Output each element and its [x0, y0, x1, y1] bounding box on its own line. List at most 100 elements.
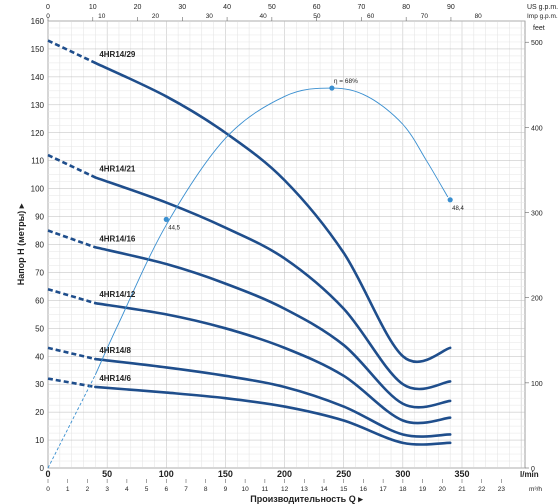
left-tick-label: 110 [31, 157, 44, 166]
m3h-unit-label: m³/h [529, 486, 542, 493]
left-tick-label: 90 [35, 213, 44, 222]
left-tick-label: 120 [31, 129, 45, 138]
efficiency-point [447, 197, 453, 203]
impgpm-tick-label: 50 [313, 13, 321, 20]
series-curve-dashed [47, 153, 96, 179]
m3h-tick-label: 10 [242, 486, 250, 493]
series-curve [94, 176, 452, 391]
left-tick-label: 160 [31, 17, 45, 26]
series-label: 4HR14/8 [99, 346, 131, 355]
left-tick-label: 140 [31, 73, 45, 82]
impgpm-tick-label: 30 [206, 13, 214, 20]
impgpm-tick-label: 0 [46, 13, 50, 20]
left-tick-label: 10 [35, 436, 44, 445]
left-tick-label: 80 [35, 241, 44, 250]
m3h-tick-label: 19 [419, 486, 427, 493]
m3h-tick-label: 4 [125, 486, 129, 493]
m3h-tick-label: 17 [380, 486, 388, 493]
left-tick-label: 0 [40, 464, 45, 473]
usgpm-tick-label: 30 [178, 4, 186, 11]
m3h-tick-label: 13 [301, 486, 309, 493]
m3h-tick-label: 7 [184, 486, 188, 493]
left-tick-label: 30 [35, 380, 44, 389]
m3h-tick-label: 5 [145, 486, 149, 493]
right-tick-label: 400 [531, 125, 543, 132]
series-curve [94, 245, 452, 409]
series-labels: 4HR14/29 4HR14/21 4HR14/16 4HR14/12 4HR14/8 4… [99, 50, 136, 383]
efficiency-label: η = 68% [334, 78, 358, 85]
bottom-unit-label: l/min [520, 470, 539, 479]
usgpm-tick-label: 40 [223, 4, 231, 11]
right-tick-label: 300 [531, 211, 543, 218]
usgpm-tick-label: 60 [313, 4, 321, 11]
m3h-tick-label: 16 [360, 486, 368, 493]
m3h-tick-label: 23 [498, 486, 506, 493]
m3h-tick-label: 21 [458, 486, 466, 493]
usgpm-tick-label: 70 [357, 4, 365, 11]
series-curves [47, 39, 452, 446]
bottom-tick-label: 150 [218, 469, 233, 479]
series-curve-dashed [47, 377, 96, 389]
grid [47, 20, 526, 469]
m3h-tick-label: 2 [86, 486, 90, 493]
efficiency-curve: 44,5 48,4 η = 68% [47, 78, 465, 469]
series-label: 4HR14/16 [99, 234, 136, 243]
series-curve-dashed [47, 39, 96, 65]
impgpm-tick-label: 10 [98, 13, 106, 20]
left-tick-label: 40 [35, 352, 44, 361]
bottom-tick-label: 0 [45, 469, 50, 479]
bottom-tick-label: 250 [336, 469, 351, 479]
m3h-tick-label: 15 [340, 486, 348, 493]
left-tick-label: 60 [35, 296, 44, 305]
m3h-tick-label: 1 [66, 486, 70, 493]
impgpm-tick-label: 20 [152, 13, 160, 20]
m3h-tick-label: 3 [105, 486, 109, 493]
series-label: 4HR14/6 [99, 374, 131, 383]
left-tick-label: 150 [31, 45, 45, 54]
impgpm-tick-label: 80 [475, 13, 483, 20]
usgpm-unit-label: US g.p.m. [527, 4, 558, 11]
impgpm-tick-label: 70 [421, 13, 429, 20]
usgpm-tick-label: 20 [134, 4, 142, 11]
bottom-tick-label: 200 [277, 469, 292, 479]
series-curve [94, 301, 452, 425]
series-curve-dashed [47, 229, 96, 249]
impgpm-unit-label: Imp g.p.m. [527, 13, 558, 20]
efficiency-line [94, 87, 449, 376]
right-tick-label: 500 [531, 40, 543, 47]
x-axis-title: Производительность Q ▸ [250, 494, 363, 504]
series-curve [94, 385, 452, 446]
axes: 0102030405060708090100110120130140150160… [16, 4, 558, 504]
usgpm-tick-label: 10 [89, 4, 97, 11]
efficiency-dashed [47, 374, 96, 469]
m3h-tick-label: 6 [164, 486, 168, 493]
efficiency-point-label: 44,5 [168, 225, 180, 231]
right-unit-label: feet [533, 25, 545, 32]
bottom-tick-label: 300 [395, 469, 410, 479]
m3h-tick-label: 14 [320, 486, 328, 493]
series-curve-dashed [47, 346, 96, 361]
series-curve [94, 357, 452, 438]
bottom-tick-label: 50 [102, 469, 112, 479]
impgpm-tick-label: 40 [259, 13, 267, 20]
efficiency-point-label: 48,4 [452, 206, 464, 212]
series-curve [94, 61, 452, 364]
m3h-tick-label: 12 [281, 486, 289, 493]
left-tick-label: 100 [31, 185, 45, 194]
left-tick-label: 130 [31, 101, 45, 110]
left-tick-label: 50 [35, 324, 44, 333]
bottom-tick-label: 350 [454, 469, 469, 479]
m3h-tick-label: 20 [439, 486, 447, 493]
m3h-tick-label: 8 [204, 486, 208, 493]
series-label: 4HR14/29 [99, 50, 136, 59]
y-axis-title: Напор H (метры) ▸ [16, 203, 26, 285]
right-tick-label: 100 [531, 381, 543, 388]
right-tick-label: 0 [531, 466, 535, 473]
efficiency-point [329, 85, 335, 91]
left-tick-label: 20 [35, 408, 44, 417]
m3h-tick-label: 9 [224, 486, 228, 493]
m3h-tick-label: 0 [46, 486, 50, 493]
impgpm-tick-label: 60 [367, 13, 375, 20]
usgpm-tick-label: 90 [447, 4, 455, 11]
